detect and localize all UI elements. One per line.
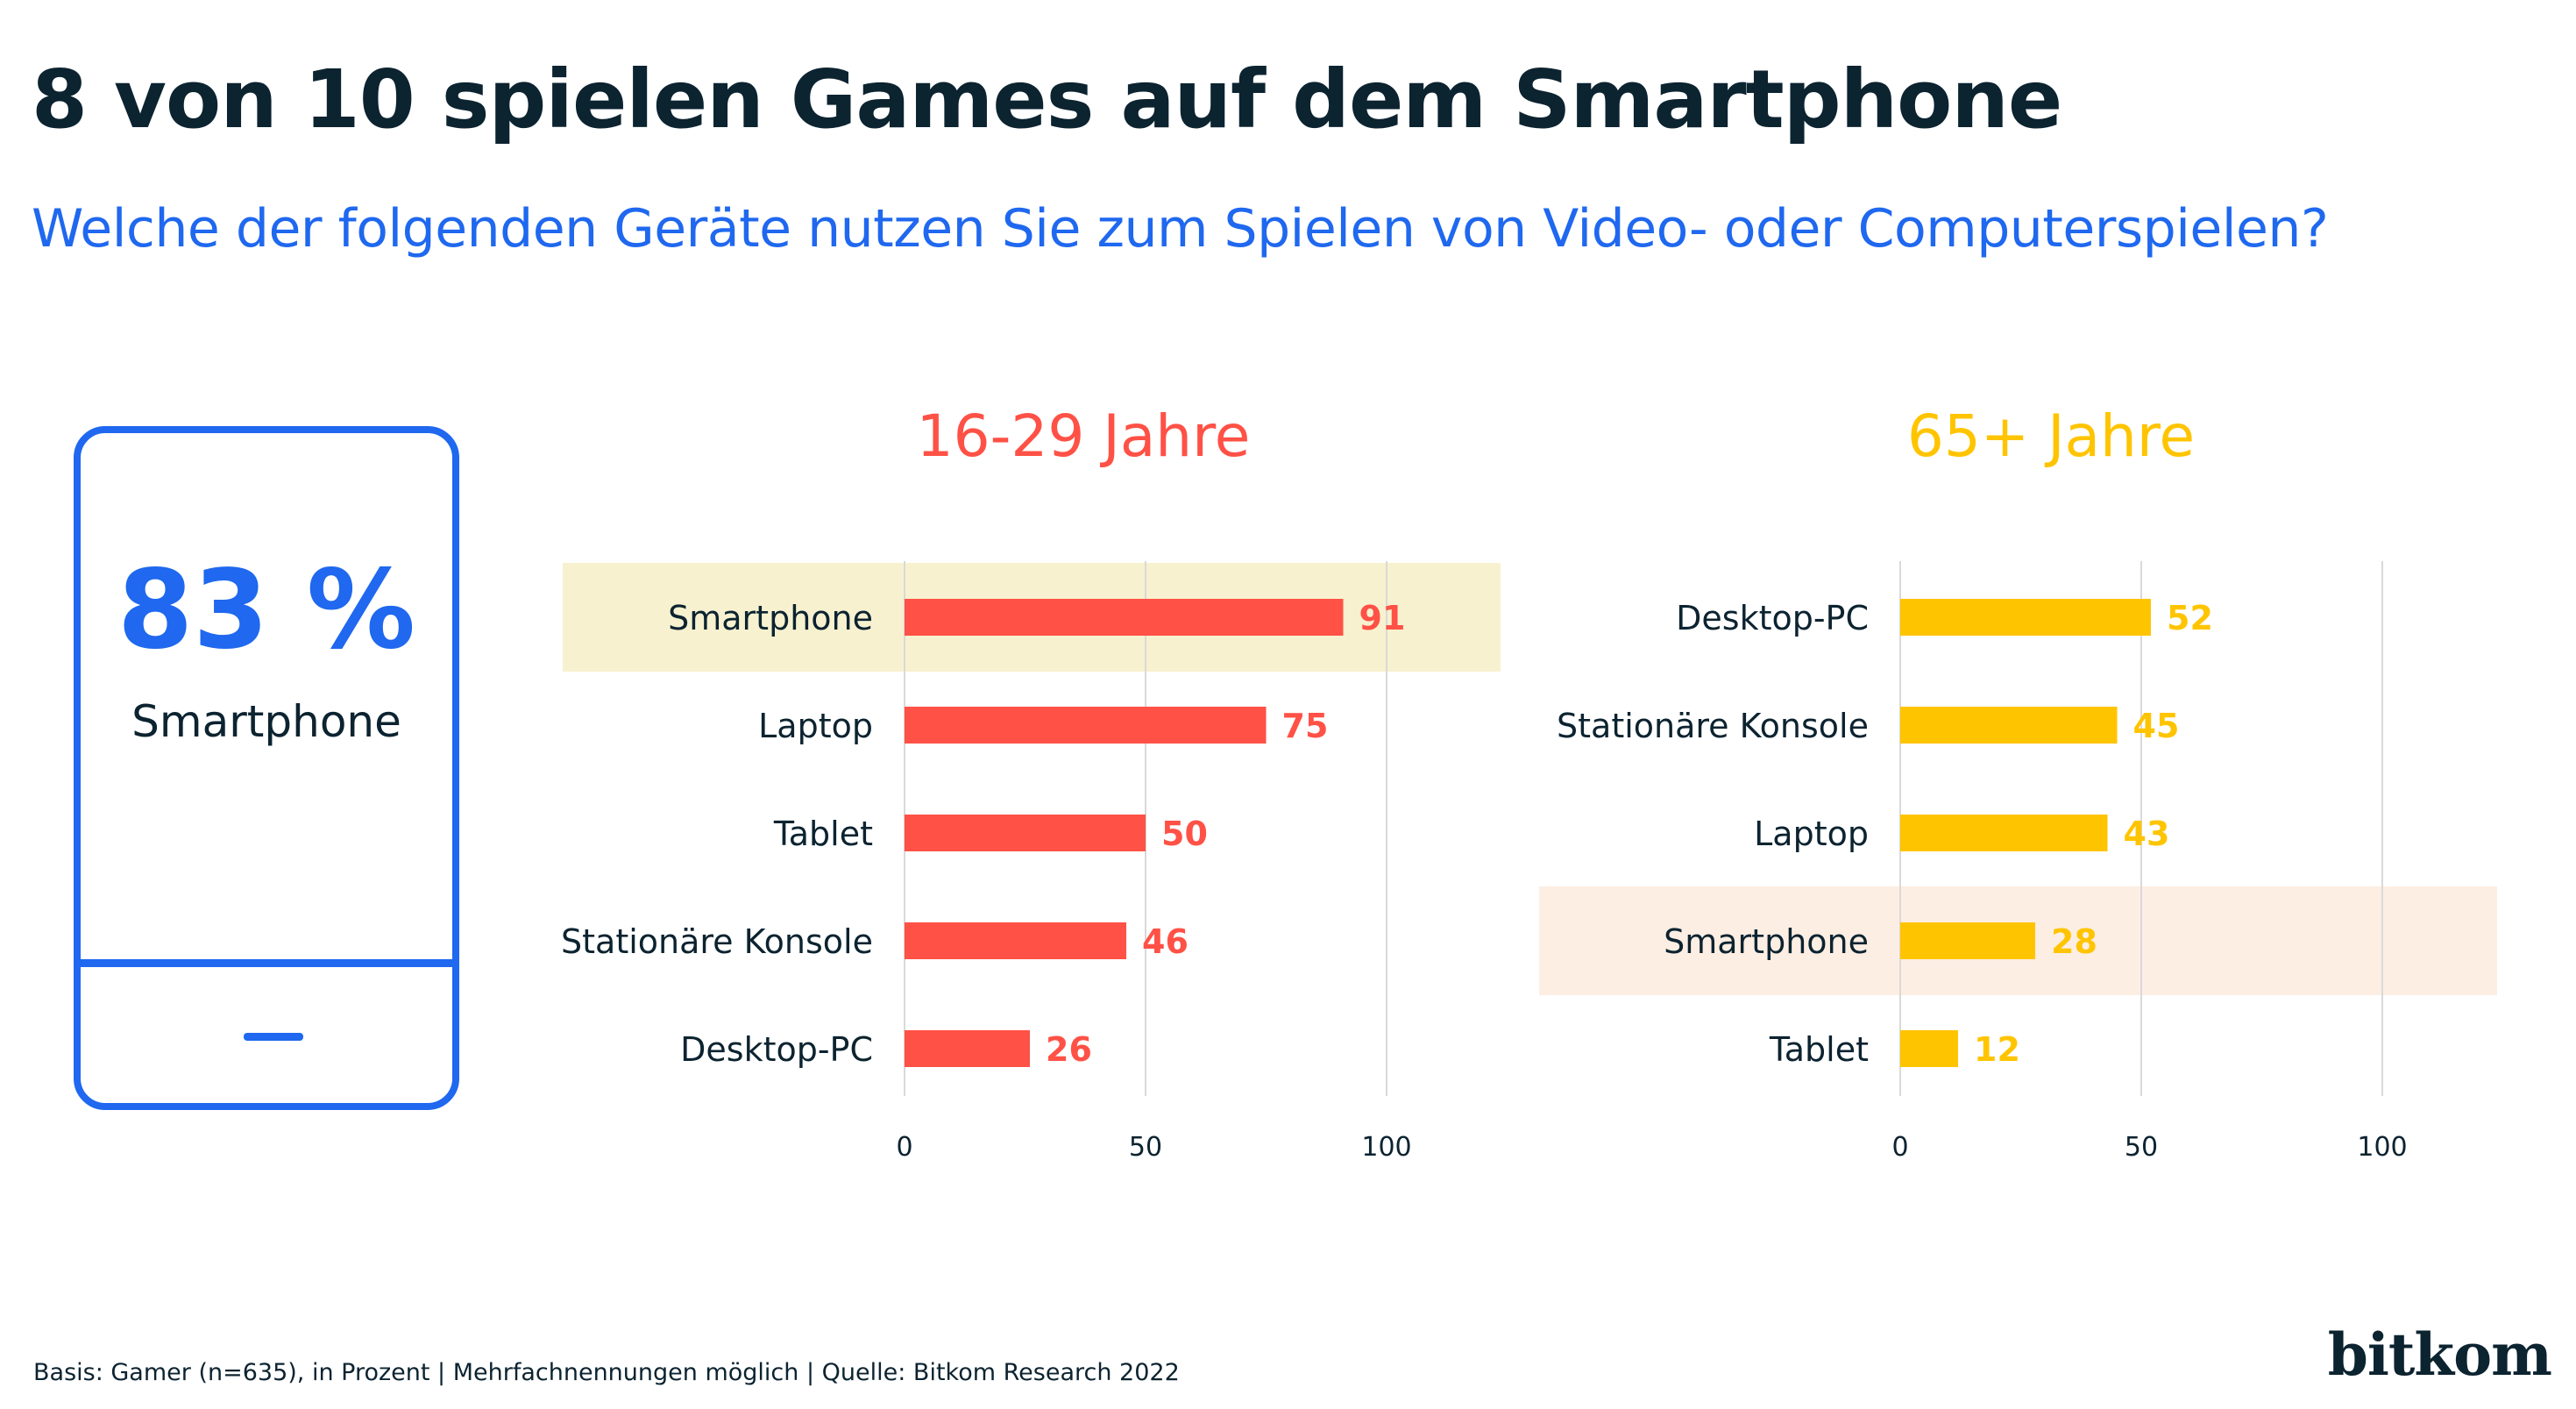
x-tick-label: 0 [896, 1132, 912, 1163]
data-label: 45 [2133, 707, 2180, 745]
x-tick-label: 0 [1891, 1132, 1908, 1163]
data-label: 75 [1282, 707, 1329, 745]
data-label: 26 [1046, 1030, 1092, 1069]
data-label: 43 [2124, 815, 2170, 853]
smartphone-icon: 83 % Smartphone [74, 426, 459, 1110]
bar [905, 815, 1146, 851]
x-tick-label: 100 [2357, 1132, 2407, 1163]
highlight-label: Smartphone [131, 696, 401, 747]
data-label: 46 [1142, 922, 1189, 961]
x-tick-label: 100 [1361, 1132, 1411, 1163]
category-label: Smartphone [668, 599, 873, 637]
category-label: Stationäre Konsole [561, 922, 873, 961]
bar [1900, 599, 2151, 636]
x-tick-label: 50 [2125, 1132, 2158, 1163]
category-label: Laptop [758, 707, 873, 745]
category-label: Desktop-PC [1676, 599, 1869, 637]
category-label: Tablet [1769, 1030, 1869, 1069]
data-label: 50 [1161, 815, 1208, 853]
category-label: Desktop-PC [680, 1030, 873, 1069]
category-label: Stationäre Konsole [1557, 707, 1869, 745]
phone-divider [81, 959, 452, 967]
data-label: 91 [1359, 599, 1406, 637]
bar [905, 707, 1267, 744]
x-tick-label: 50 [1129, 1132, 1162, 1163]
bar [905, 922, 1126, 959]
source-note: Basis: Gamer (n=635), in Prozent | Mehrf… [33, 1359, 1180, 1386]
bar [1900, 1030, 1958, 1067]
bar [905, 599, 1344, 636]
brand-logo: bitkom [2327, 1320, 2552, 1389]
chart-1-title: 16-29 Jahre [917, 402, 1251, 470]
bar [1900, 922, 2035, 959]
data-label: 28 [2051, 922, 2097, 961]
bar [1900, 815, 2108, 851]
chart-2-title: 65+ Jahre [1907, 402, 2195, 470]
category-label: Smartphone [1664, 922, 1869, 961]
bar [905, 1030, 1030, 1067]
category-label: Tablet [773, 815, 873, 853]
data-label: 52 [2167, 599, 2213, 637]
bar [1900, 707, 2118, 744]
highlight-value: 83 % [117, 547, 415, 673]
chart-title: 8 von 10 spielen Games auf dem Smartphon… [32, 53, 2062, 146]
phone-home-button [244, 1033, 303, 1041]
data-label: 12 [1974, 1030, 2020, 1069]
chart-subtitle: Welche der folgenden Geräte nutzen Sie z… [32, 198, 2329, 260]
category-label: Laptop [1754, 815, 1869, 853]
